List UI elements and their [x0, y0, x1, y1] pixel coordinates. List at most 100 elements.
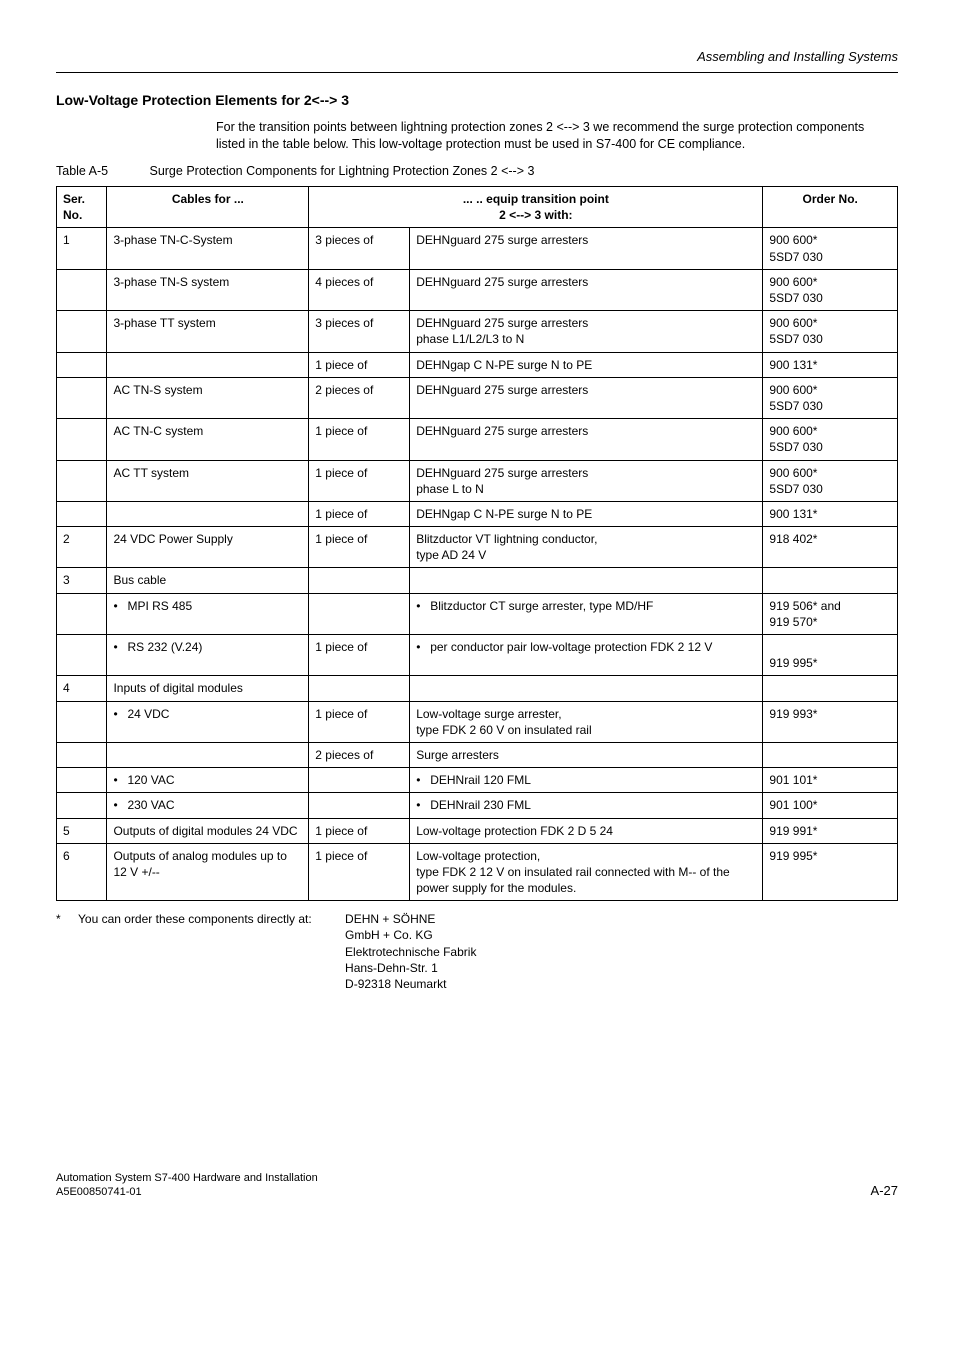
cell-qty: 1 piece of — [309, 635, 410, 676]
table-row: 224 VDC Power Supply1 piece ofBlitzducto… — [57, 527, 898, 568]
cell-desc: Low-voltage protection,type FDK 2 12 V o… — [410, 843, 763, 901]
cell-qty: 1 piece of — [309, 527, 410, 568]
table-caption: Table A-5 Surge Protection Components fo… — [56, 163, 898, 180]
cell-cable: Outputs of analog modules up to 12 V +/-… — [107, 843, 309, 901]
cell-desc: •per conductor pair low-voltage protecti… — [410, 635, 763, 676]
table-row: 1 piece ofDEHNgap C N-PE surge N to PE90… — [57, 352, 898, 377]
cell-order: 900 131* — [763, 501, 898, 526]
cell-ser — [57, 742, 107, 767]
cell-order — [763, 676, 898, 701]
th-order: Order No. — [763, 187, 898, 228]
table-row: •MPI RS 485•Blitzductor CT surge arreste… — [57, 593, 898, 634]
table-row: 4Inputs of digital modules — [57, 676, 898, 701]
running-header: Assembling and Installing Systems — [56, 48, 898, 72]
protection-components-table: Ser. No. Cables for ... ... .. equip tra… — [56, 186, 898, 901]
cell-desc — [410, 676, 763, 701]
cell-ser — [57, 793, 107, 818]
th-equip: ... .. equip transition point 2 <--> 3 w… — [309, 187, 763, 228]
cell-ser — [57, 311, 107, 352]
cell-qty: 1 piece of — [309, 501, 410, 526]
cell-desc: Low-voltage protection FDK 2 D 5 24 — [410, 818, 763, 843]
section-title: Low-Voltage Protection Elements for 2<--… — [56, 91, 898, 110]
cell-order: 900 600*5SD7 030 — [763, 269, 898, 310]
cell-ser — [57, 701, 107, 742]
footer-left-line1: Automation System S7-400 Hardware and In… — [56, 1172, 318, 1186]
cell-ser: 6 — [57, 843, 107, 901]
footnote-lead: You can order these components directly … — [78, 912, 312, 926]
cell-ser: 3 — [57, 568, 107, 593]
footer-right: A-27 — [871, 1182, 898, 1200]
cell-qty: 1 piece of — [309, 460, 410, 501]
table-row: 6Outputs of analog modules up to 12 V +/… — [57, 843, 898, 901]
cell-cable: AC TT system — [107, 460, 309, 501]
cell-cable: 3-phase TN-S system — [107, 269, 309, 310]
cell-ser — [57, 352, 107, 377]
th-equip-top: ... .. equip transition point — [315, 191, 756, 207]
cell-qty — [309, 593, 410, 634]
table-row: AC TT system1 piece ofDEHNguard 275 surg… — [57, 460, 898, 501]
cell-cable: 3-phase TN-C-System — [107, 228, 309, 269]
table-row: 5Outputs of digital modules 24 VDC1 piec… — [57, 818, 898, 843]
cell-qty: 1 piece of — [309, 352, 410, 377]
cell-qty: 1 piece of — [309, 818, 410, 843]
cell-qty: 2 pieces of — [309, 377, 410, 418]
cell-desc: DEHNguard 275 surge arresters — [410, 419, 763, 460]
table-header-row: Ser. No. Cables for ... ... .. equip tra… — [57, 187, 898, 228]
cell-desc: Low-voltage surge arrester,type FDK 2 60… — [410, 701, 763, 742]
cell-desc: •DEHNrail 230 FML — [410, 793, 763, 818]
cell-ser: 2 — [57, 527, 107, 568]
cell-cable: Inputs of digital modules — [107, 676, 309, 701]
footnote: * You can order these components directl… — [56, 911, 898, 992]
footnote-address: DEHN + SÖHNEGmbH + Co. KGElektrotechnisc… — [345, 911, 476, 992]
cell-ser — [57, 593, 107, 634]
cell-desc: DEHNguard 275 surge arresters — [410, 269, 763, 310]
page-footer: Automation System S7-400 Hardware and In… — [56, 1172, 898, 1200]
cell-ser: 5 — [57, 818, 107, 843]
cell-order: 901 101* — [763, 768, 898, 793]
cell-ser: 1 — [57, 228, 107, 269]
cell-desc: Blitzductor VT lightning conductor,type … — [410, 527, 763, 568]
cell-order — [763, 568, 898, 593]
table-caption-label: Table A-5 — [56, 163, 146, 180]
cell-order: 900 600*5SD7 030 — [763, 311, 898, 352]
table-row: 2 pieces ofSurge arresters — [57, 742, 898, 767]
cell-cable: Bus cable — [107, 568, 309, 593]
table-row: 3Bus cable — [57, 568, 898, 593]
cell-cable: AC TN-S system — [107, 377, 309, 418]
cell-cable — [107, 742, 309, 767]
cell-order: 919 995* — [763, 843, 898, 901]
cell-desc — [410, 568, 763, 593]
cell-desc: DEHNgap C N-PE surge N to PE — [410, 352, 763, 377]
cell-qty: 3 pieces of — [309, 228, 410, 269]
cell-qty — [309, 676, 410, 701]
cell-cable: •RS 232 (V.24) — [107, 635, 309, 676]
cell-order: 919 991* — [763, 818, 898, 843]
table-row: AC TN-C system1 piece ofDEHNguard 275 su… — [57, 419, 898, 460]
cell-order: 918 402* — [763, 527, 898, 568]
intro-paragraph: For the transition points between lightn… — [216, 119, 868, 153]
cell-order: 900 600*5SD7 030 — [763, 460, 898, 501]
table-row: •24 VDC1 piece ofLow-voltage surge arres… — [57, 701, 898, 742]
cell-qty: 1 piece of — [309, 419, 410, 460]
cell-cable: 24 VDC Power Supply — [107, 527, 309, 568]
cell-qty: 3 pieces of — [309, 311, 410, 352]
cell-desc: DEHNguard 275 surge arrestersphase L to … — [410, 460, 763, 501]
cell-cable: AC TN-C system — [107, 419, 309, 460]
table-row: •230 VAC•DEHNrail 230 FML901 100* — [57, 793, 898, 818]
header-area: Assembling and Installing Systems — [56, 48, 898, 73]
cell-order: 919 993* — [763, 701, 898, 742]
cell-qty: 1 piece of — [309, 701, 410, 742]
cell-ser: 4 — [57, 676, 107, 701]
th-equip-bottom: 2 <--> 3 with: — [315, 207, 756, 223]
cell-ser — [57, 460, 107, 501]
cell-ser — [57, 269, 107, 310]
th-ser: Ser. No. — [57, 187, 107, 228]
cell-ser — [57, 768, 107, 793]
cell-desc: DEHNgap C N-PE surge N to PE — [410, 501, 763, 526]
cell-cable: •230 VAC — [107, 793, 309, 818]
table-row: 3-phase TN-S system4 pieces ofDEHNguard … — [57, 269, 898, 310]
cell-desc: DEHNguard 275 surge arrestersphase L1/L2… — [410, 311, 763, 352]
cell-order: 900 600*5SD7 030 — [763, 419, 898, 460]
header-rule — [56, 72, 898, 73]
cell-qty: 4 pieces of — [309, 269, 410, 310]
